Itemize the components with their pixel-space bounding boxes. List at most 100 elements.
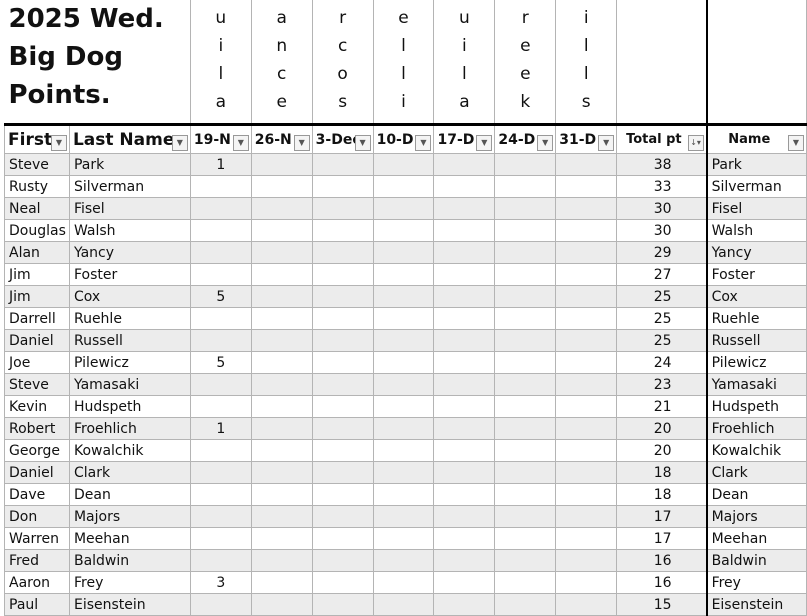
first-name-cell[interactable]: Steve bbox=[4, 153, 70, 176]
week-points-cell[interactable] bbox=[311, 197, 374, 220]
week-points-cell[interactable] bbox=[494, 329, 557, 352]
week-points-cell[interactable] bbox=[494, 549, 557, 572]
week-points-cell[interactable] bbox=[189, 527, 252, 550]
week-points-cell[interactable] bbox=[433, 505, 496, 528]
total-points-cell[interactable]: 21 bbox=[616, 395, 708, 418]
total-points-cell[interactable]: 23 bbox=[616, 373, 708, 396]
filter-dropdown-icon[interactable]: ▼ bbox=[171, 135, 188, 151]
week-points-cell[interactable] bbox=[372, 197, 435, 220]
week-points-cell[interactable] bbox=[433, 439, 496, 462]
column-header[interactable]: 10-D ▼ bbox=[372, 123, 435, 154]
column-header[interactable]: Last Name ▼ bbox=[68, 123, 191, 154]
week-points-cell[interactable] bbox=[555, 417, 618, 440]
week-points-cell[interactable]: 3 bbox=[189, 571, 252, 594]
total-points-cell[interactable]: 38 bbox=[616, 153, 708, 176]
week-points-cell[interactable] bbox=[494, 241, 557, 264]
week-points-cell[interactable] bbox=[189, 219, 252, 242]
week-points-cell[interactable] bbox=[311, 285, 374, 308]
week-points-cell[interactable] bbox=[494, 197, 557, 220]
week-points-cell[interactable] bbox=[555, 483, 618, 506]
week-points-cell[interactable] bbox=[433, 329, 496, 352]
week-points-cell[interactable] bbox=[311, 483, 374, 506]
first-name-cell[interactable]: Steve bbox=[4, 373, 70, 396]
week-points-cell[interactable] bbox=[311, 175, 374, 198]
last-name-cell[interactable]: Fisel bbox=[68, 197, 191, 220]
last-name-cell[interactable]: Meehan bbox=[68, 527, 191, 550]
name-cell[interactable]: Baldwin bbox=[705, 549, 807, 572]
first-name-cell[interactable]: Warren bbox=[4, 527, 70, 550]
week-points-cell[interactable] bbox=[372, 329, 435, 352]
week-points-cell[interactable] bbox=[189, 549, 252, 572]
week-points-cell[interactable] bbox=[250, 153, 313, 176]
filter-dropdown-icon[interactable]: ▼ bbox=[354, 135, 371, 151]
week-points-cell[interactable] bbox=[555, 175, 618, 198]
week-points-cell[interactable] bbox=[311, 219, 374, 242]
name-cell[interactable]: Kowalchik bbox=[705, 439, 807, 462]
total-points-cell[interactable]: 30 bbox=[616, 219, 708, 242]
week-points-cell[interactable] bbox=[372, 571, 435, 594]
week-points-cell[interactable] bbox=[311, 417, 374, 440]
name-cell[interactable]: Pilewicz bbox=[705, 351, 807, 374]
week-points-cell[interactable] bbox=[372, 505, 435, 528]
week-points-cell[interactable] bbox=[433, 263, 496, 286]
week-points-cell[interactable] bbox=[311, 241, 374, 264]
week-points-cell[interactable] bbox=[250, 461, 313, 484]
total-points-cell[interactable]: 15 bbox=[616, 593, 708, 616]
filter-dropdown-icon[interactable]: ▼ bbox=[598, 135, 615, 151]
week-points-cell[interactable] bbox=[555, 263, 618, 286]
week-points-cell[interactable] bbox=[250, 351, 313, 374]
week-points-cell[interactable] bbox=[311, 461, 374, 484]
last-name-cell[interactable]: Ruehle bbox=[68, 307, 191, 330]
week-points-cell[interactable] bbox=[311, 549, 374, 572]
week-points-cell[interactable] bbox=[555, 219, 618, 242]
week-points-cell[interactable] bbox=[372, 417, 435, 440]
week-points-cell[interactable] bbox=[494, 263, 557, 286]
week-points-cell[interactable] bbox=[555, 395, 618, 418]
name-cell[interactable]: Majors bbox=[705, 505, 807, 528]
first-name-cell[interactable]: Fred bbox=[4, 549, 70, 572]
week-points-cell[interactable] bbox=[372, 351, 435, 374]
first-name-cell[interactable]: Don bbox=[4, 505, 70, 528]
week-points-cell[interactable] bbox=[311, 153, 374, 176]
name-cell[interactable]: Yancy bbox=[705, 241, 807, 264]
week-points-cell[interactable] bbox=[433, 285, 496, 308]
first-name-cell[interactable]: Jim bbox=[4, 263, 70, 286]
total-points-cell[interactable]: 33 bbox=[616, 175, 708, 198]
first-name-cell[interactable]: Kevin bbox=[4, 395, 70, 418]
week-points-cell[interactable] bbox=[555, 351, 618, 374]
week-points-cell[interactable] bbox=[250, 571, 313, 594]
week-points-cell[interactable] bbox=[189, 439, 252, 462]
filter-dropdown-icon[interactable]: ▼ bbox=[476, 135, 493, 151]
total-points-cell[interactable]: 25 bbox=[616, 329, 708, 352]
column-header[interactable]: 17-D ▼ bbox=[433, 123, 496, 154]
name-cell[interactable]: Clark bbox=[705, 461, 807, 484]
week-points-cell[interactable] bbox=[189, 461, 252, 484]
week-points-cell[interactable] bbox=[494, 505, 557, 528]
last-name-cell[interactable]: Yancy bbox=[68, 241, 191, 264]
last-name-cell[interactable]: Eisenstein bbox=[68, 593, 191, 616]
week-points-cell[interactable] bbox=[311, 373, 374, 396]
first-name-cell[interactable]: Aaron bbox=[4, 571, 70, 594]
week-points-cell[interactable] bbox=[250, 417, 313, 440]
week-points-cell[interactable] bbox=[311, 527, 374, 550]
first-name-cell[interactable]: Jim bbox=[4, 285, 70, 308]
week-points-cell[interactable] bbox=[433, 307, 496, 330]
name-cell[interactable]: Silverman bbox=[705, 175, 807, 198]
week-points-cell[interactable] bbox=[189, 329, 252, 352]
week-points-cell[interactable] bbox=[433, 197, 496, 220]
week-points-cell[interactable] bbox=[433, 483, 496, 506]
name-cell[interactable]: Park bbox=[705, 153, 807, 176]
total-points-cell[interactable]: 16 bbox=[616, 549, 708, 572]
column-header[interactable]: Total pt ↓▾ bbox=[616, 123, 708, 154]
total-points-cell[interactable]: 20 bbox=[616, 439, 708, 462]
name-cell[interactable]: Frey bbox=[705, 571, 807, 594]
week-points-cell[interactable] bbox=[494, 307, 557, 330]
week-points-cell[interactable] bbox=[189, 307, 252, 330]
name-cell[interactable]: Foster bbox=[705, 263, 807, 286]
week-points-cell[interactable]: 1 bbox=[189, 153, 252, 176]
week-points-cell[interactable] bbox=[189, 593, 252, 616]
total-points-cell[interactable]: 30 bbox=[616, 197, 708, 220]
week-points-cell[interactable] bbox=[494, 593, 557, 616]
